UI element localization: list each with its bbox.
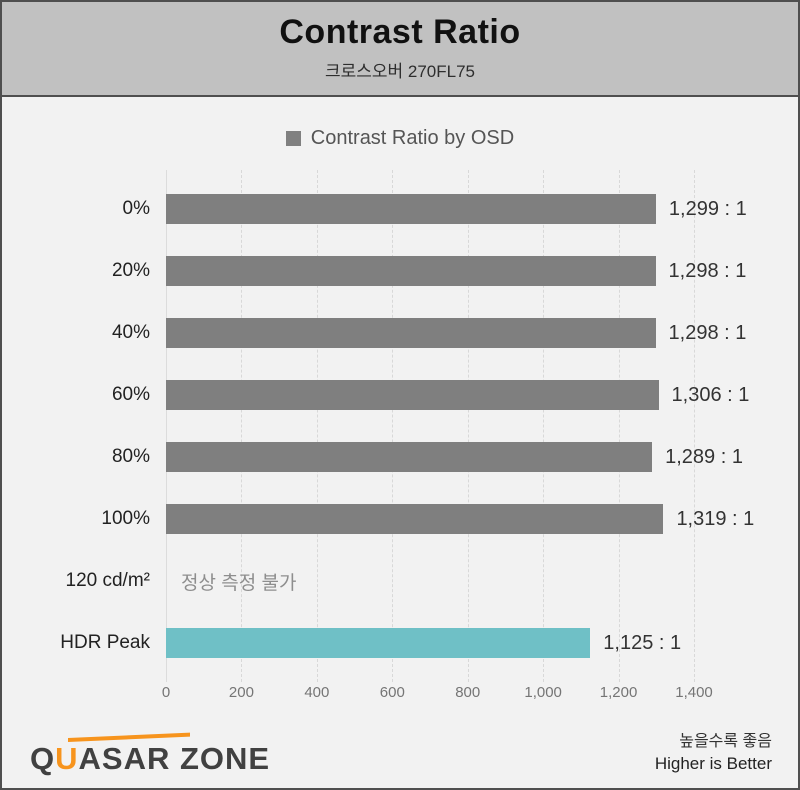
category-label: 0%	[122, 198, 150, 220]
bar-chart: 0% 1,299 : 1 20% 1,298 : 1 40% 1,298 : 1 60% 1,…	[2, 170, 798, 708]
x-tick-label: 0	[161, 684, 171, 702]
legend: Contrast Ratio by OSD	[2, 127, 798, 150]
gridline	[694, 170, 695, 683]
bar-track: 1,289 : 1	[166, 442, 743, 473]
chart-row: 80% 1,289 : 1	[2, 426, 798, 488]
logo-text-q: Q	[30, 741, 56, 776]
bar-track: 정상 측정 불가	[166, 566, 694, 596]
x-tick-label: 400	[304, 684, 330, 702]
bar	[166, 256, 656, 287]
bar-track: 1,319 : 1	[166, 504, 754, 535]
chart-row: 120 cd/m² 정상 측정 불가	[2, 550, 798, 612]
chart-row: 20% 1,298 : 1	[2, 240, 798, 302]
gridline	[543, 170, 545, 683]
category-label: 120 cd/m²	[65, 570, 150, 592]
bar	[166, 628, 591, 659]
chart-subtitle: 크로스오버 270FL75	[324, 62, 476, 82]
chart-row: HDR Peak 1,125 : 1	[2, 612, 798, 674]
chart-row: 0% 1,299 : 1	[2, 178, 798, 240]
chart-rows: 0% 1,299 : 1 20% 1,298 : 1 40% 1,298 : 1 60% 1,…	[2, 178, 798, 674]
gridlines	[166, 170, 695, 683]
footer: QUASAR ZONE 높을수록 좋음 Higher is Better	[2, 727, 798, 788]
x-tick-label: 1,200	[599, 684, 638, 702]
chart-title: Contrast Ratio	[279, 13, 521, 51]
value-label: 1,319 : 1	[676, 507, 755, 530]
logo-text-u: U	[55, 741, 79, 776]
bar-track: 1,298 : 1	[166, 256, 746, 287]
footer-note-korean: 높을수록 좋음	[679, 733, 772, 750]
category-label: 60%	[111, 384, 150, 406]
bar	[166, 380, 659, 411]
value-label: 1,298 : 1	[668, 321, 747, 344]
bar-track: 1,306 : 1	[166, 380, 749, 411]
bar	[166, 504, 664, 535]
category-label: HDR Peak	[60, 632, 150, 654]
category-label: 80%	[111, 446, 150, 468]
bar	[166, 194, 656, 225]
bar-track: 1,298 : 1	[166, 318, 746, 349]
no-measure-note: 정상 측정 불가	[181, 572, 297, 594]
bar-track: 1,125 : 1	[166, 628, 694, 659]
x-tick-label: 600	[379, 684, 405, 702]
value-label: 1,289 : 1	[665, 445, 743, 468]
gridline	[316, 170, 318, 683]
value-label: 1,125 : 1	[603, 631, 682, 654]
bar	[166, 442, 653, 473]
x-tick-label: 1,000	[524, 684, 562, 702]
legend-label: Contrast Ratio by OSD	[310, 127, 515, 150]
chart-rows-wrap: 0% 1,299 : 1 20% 1,298 : 1 40% 1,298 : 1 60% 1,…	[2, 170, 798, 683]
x-tick-label: 200	[228, 684, 254, 702]
x-tick-label: 1,400	[675, 684, 713, 702]
gridline	[467, 170, 469, 683]
x-axis-ticks: 0 200 400 600 800 1,000 1,200 1,400	[162, 684, 713, 708]
chart-row: 60% 1,306 : 1	[2, 364, 798, 426]
gridline	[241, 170, 243, 683]
gridline	[618, 170, 620, 683]
chart-row: 40% 1,298 : 1	[2, 302, 798, 364]
x-tick-label: 800	[455, 684, 481, 702]
bar-track: 1,299 : 1	[166, 194, 747, 225]
chart-row: 100% 1,319 : 1	[2, 488, 798, 550]
category-label: 40%	[111, 322, 150, 344]
footer-note: 높을수록 좋음 Higher is Better	[655, 727, 772, 774]
gridline	[392, 170, 394, 683]
category-label: 100%	[101, 508, 150, 530]
value-label: 1,299 : 1	[668, 197, 747, 220]
value-label: 1,306 : 1	[671, 383, 750, 406]
chart-header: Contrast Ratio 크로스오버 270FL75	[2, 2, 798, 98]
bar	[166, 318, 656, 349]
quasarzone-logo: QUASAR ZONE	[30, 732, 271, 776]
legend-swatch-icon	[285, 131, 301, 147]
axis-baseline	[166, 170, 167, 683]
value-label: 1,298 : 1	[668, 259, 747, 282]
logo-text-rest: ASAR ZONE	[78, 741, 271, 776]
footer-note-english: Higher is Better	[654, 754, 772, 773]
category-label: 20%	[111, 260, 150, 282]
